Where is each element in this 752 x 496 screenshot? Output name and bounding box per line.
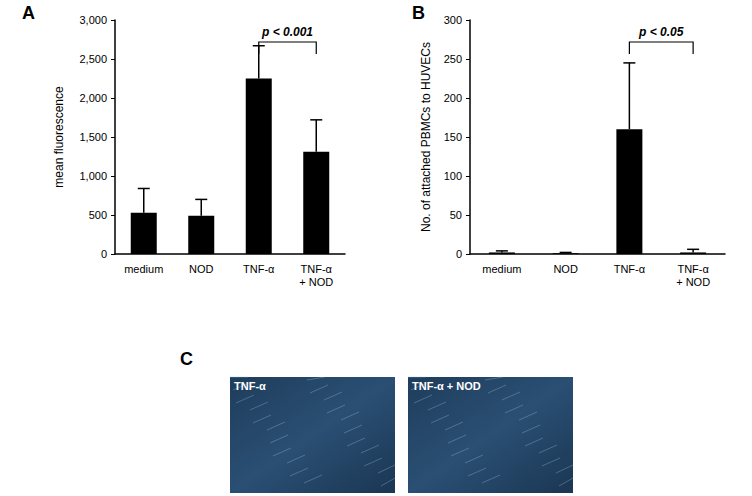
svg-text:TNF-α: TNF-α xyxy=(301,263,333,275)
svg-text:p < 0.001: p < 0.001 xyxy=(261,25,313,39)
svg-text:50: 50 xyxy=(450,209,462,221)
svg-text:NOD: NOD xyxy=(553,263,578,275)
svg-text:TNF-α: TNF-α xyxy=(677,263,709,275)
svg-text:No. of attached PBMCs to HUVEC: No. of attached PBMCs to HUVECs xyxy=(419,42,433,232)
svg-text:500: 500 xyxy=(89,209,107,221)
svg-text:0: 0 xyxy=(101,248,107,260)
svg-text:250: 250 xyxy=(444,53,462,65)
svg-text:+ NOD: + NOD xyxy=(299,276,333,288)
svg-text:100: 100 xyxy=(444,170,462,182)
svg-text:A: A xyxy=(22,3,35,23)
svg-text:+ NOD: + NOD xyxy=(676,276,710,288)
svg-text:1,000: 1,000 xyxy=(79,170,107,182)
svg-text:TNF-α: TNF-α xyxy=(243,263,275,275)
svg-text:medium: medium xyxy=(482,263,521,275)
svg-text:TNF-α + NOD: TNF-α + NOD xyxy=(412,380,481,392)
svg-text:mean fluorescence: mean fluorescence xyxy=(52,86,66,188)
svg-text:TNF-α: TNF-α xyxy=(614,263,646,275)
svg-text:150: 150 xyxy=(444,131,462,143)
svg-text:p < 0.05: p < 0.05 xyxy=(638,25,684,39)
svg-text:1,500: 1,500 xyxy=(79,131,107,143)
svg-text:3,000: 3,000 xyxy=(79,14,107,26)
svg-text:C: C xyxy=(180,349,193,369)
svg-text:0: 0 xyxy=(456,248,462,260)
svg-text:medium: medium xyxy=(124,263,163,275)
svg-text:2,500: 2,500 xyxy=(79,53,107,65)
svg-text:TNF-α: TNF-α xyxy=(234,380,266,392)
svg-text:200: 200 xyxy=(444,92,462,104)
svg-text:B: B xyxy=(412,3,425,23)
svg-text:300: 300 xyxy=(444,14,462,26)
svg-text:NOD: NOD xyxy=(189,263,214,275)
svg-text:2,000: 2,000 xyxy=(79,92,107,104)
